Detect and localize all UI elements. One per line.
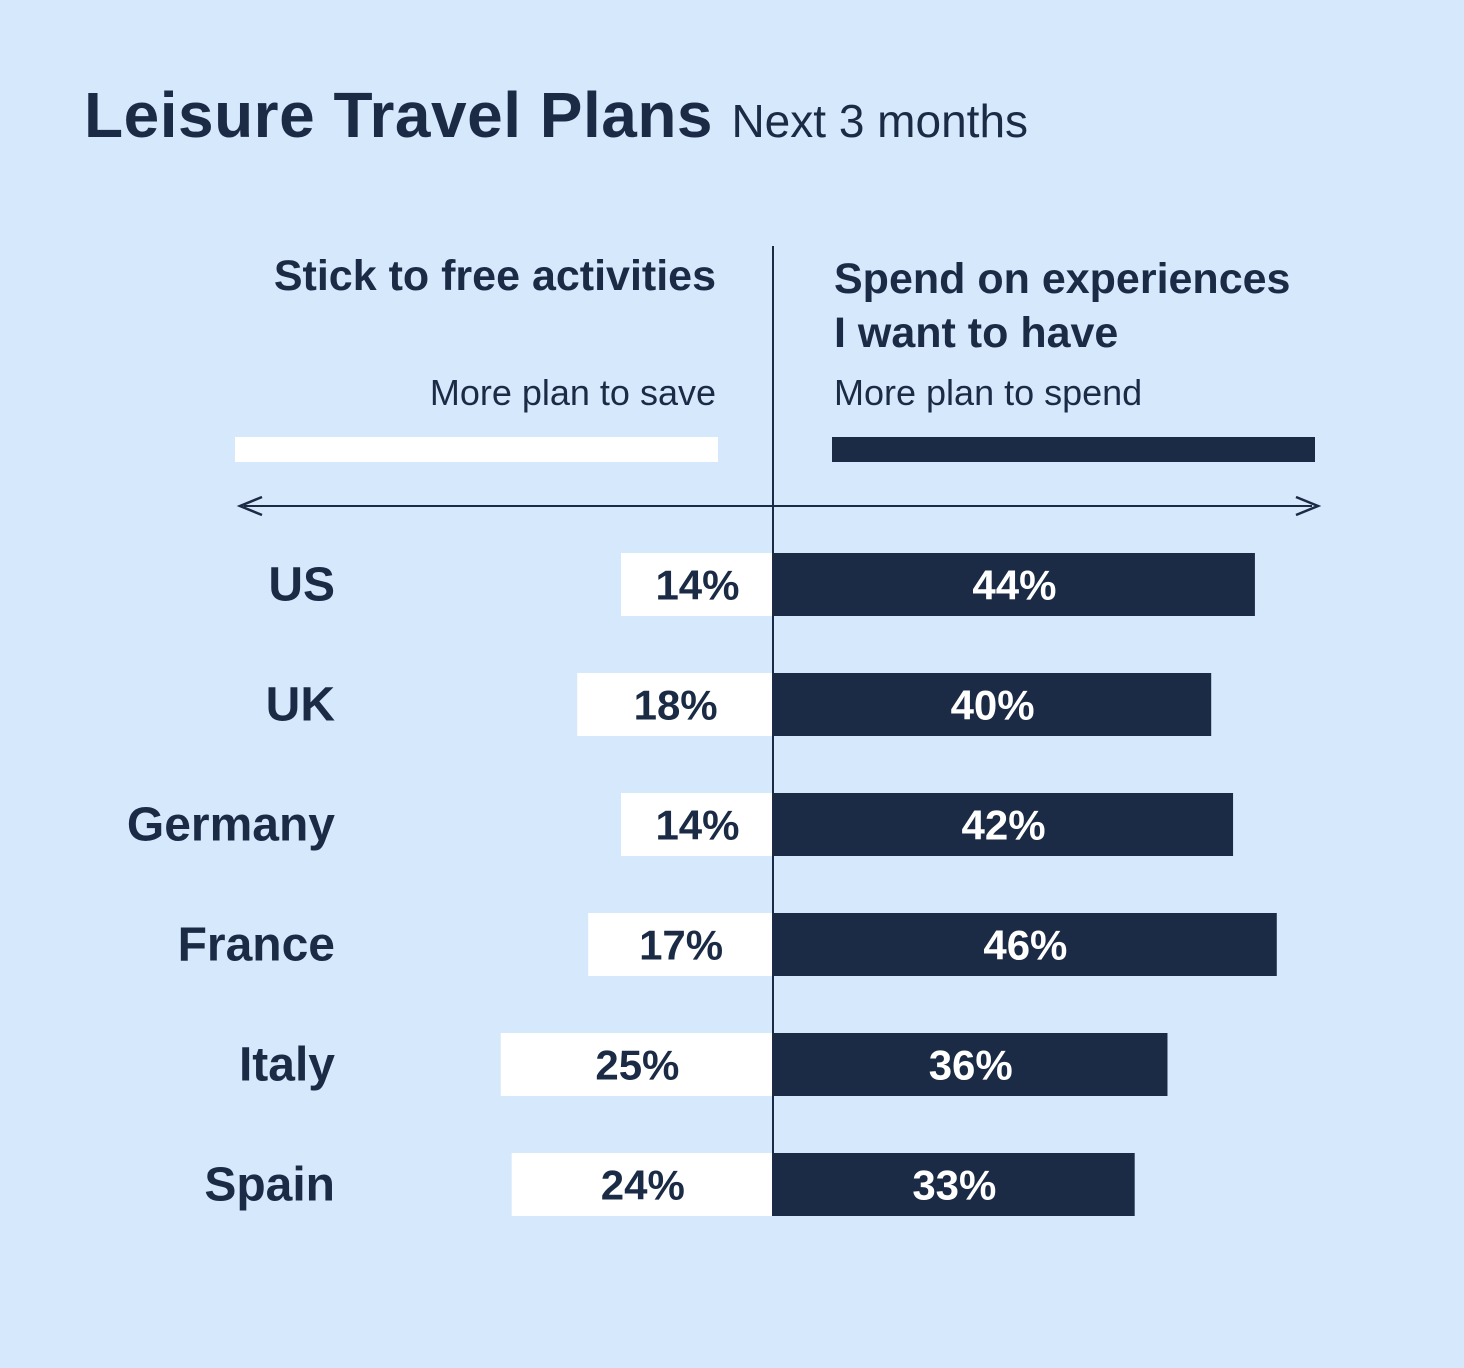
arrow-right-icon <box>1295 495 1322 517</box>
data-label-spend-germany: 42% <box>961 802 1045 849</box>
bar-spend-germany <box>774 793 1234 856</box>
category-label-uk: UK <box>266 679 336 732</box>
bar-spend-spain <box>774 1153 1135 1216</box>
data-label-spend-italy: 36% <box>929 1042 1013 1089</box>
legend-swatch-save <box>235 437 718 462</box>
category-label-italy: Italy <box>239 1039 335 1092</box>
legend-right-heading-line1: Spend on experiences <box>834 255 1291 303</box>
bars: US 14% 44% UK 18% 40% Germany 14% 42% France 17% 46… <box>127 553 1277 1216</box>
legend-left-heading: Stick to free activities <box>273 252 716 300</box>
bar-save-france <box>588 913 774 976</box>
arrow-left-icon <box>236 495 263 517</box>
legend-right-subheading: More plan to spend <box>834 372 1143 413</box>
bar-save-germany <box>620 793 774 856</box>
legend-left-subheading: More plan to save <box>429 372 716 413</box>
data-label-save-us: 14% <box>655 562 739 609</box>
bar-save-uk <box>577 673 774 736</box>
data-label-spend-spain: 33% <box>912 1162 996 1209</box>
legend-swatch-spend <box>832 437 1315 462</box>
legend-right-heading-line2: I want to have <box>834 309 1119 357</box>
category-label-france: France <box>178 919 335 972</box>
bar-spend-uk <box>774 673 1212 736</box>
bar-spend-us <box>774 553 1255 616</box>
chart-subtitle: Next 3 months <box>731 95 1029 147</box>
data-label-spend-france: 46% <box>983 922 1067 969</box>
bar-save-italy <box>500 1033 774 1096</box>
data-label-save-italy: 25% <box>595 1042 679 1089</box>
category-label-spain: Spain <box>204 1159 335 1212</box>
bar-save-spain <box>511 1153 774 1216</box>
bar-save-us <box>620 553 774 616</box>
data-label-save-uk: 18% <box>634 682 718 729</box>
bar-spend-france <box>774 913 1277 976</box>
axis-arrows <box>236 495 1322 517</box>
category-label-us: US <box>268 559 335 612</box>
data-label-save-germany: 14% <box>655 802 739 849</box>
data-label-save-france: 17% <box>639 922 723 969</box>
data-label-spend-us: 44% <box>972 562 1056 609</box>
data-label-save-spain: 24% <box>601 1162 685 1209</box>
legend-right-heading: Spend on experiences I want to have <box>834 252 1290 360</box>
chart-title-row: Leisure Travel Plans Next 3 months <box>84 78 1028 152</box>
category-label-germany: Germany <box>127 799 335 852</box>
data-label-spend-uk: 40% <box>951 682 1035 729</box>
bar-spend-italy <box>774 1033 1168 1096</box>
chart-title: Leisure Travel Plans <box>84 79 713 151</box>
